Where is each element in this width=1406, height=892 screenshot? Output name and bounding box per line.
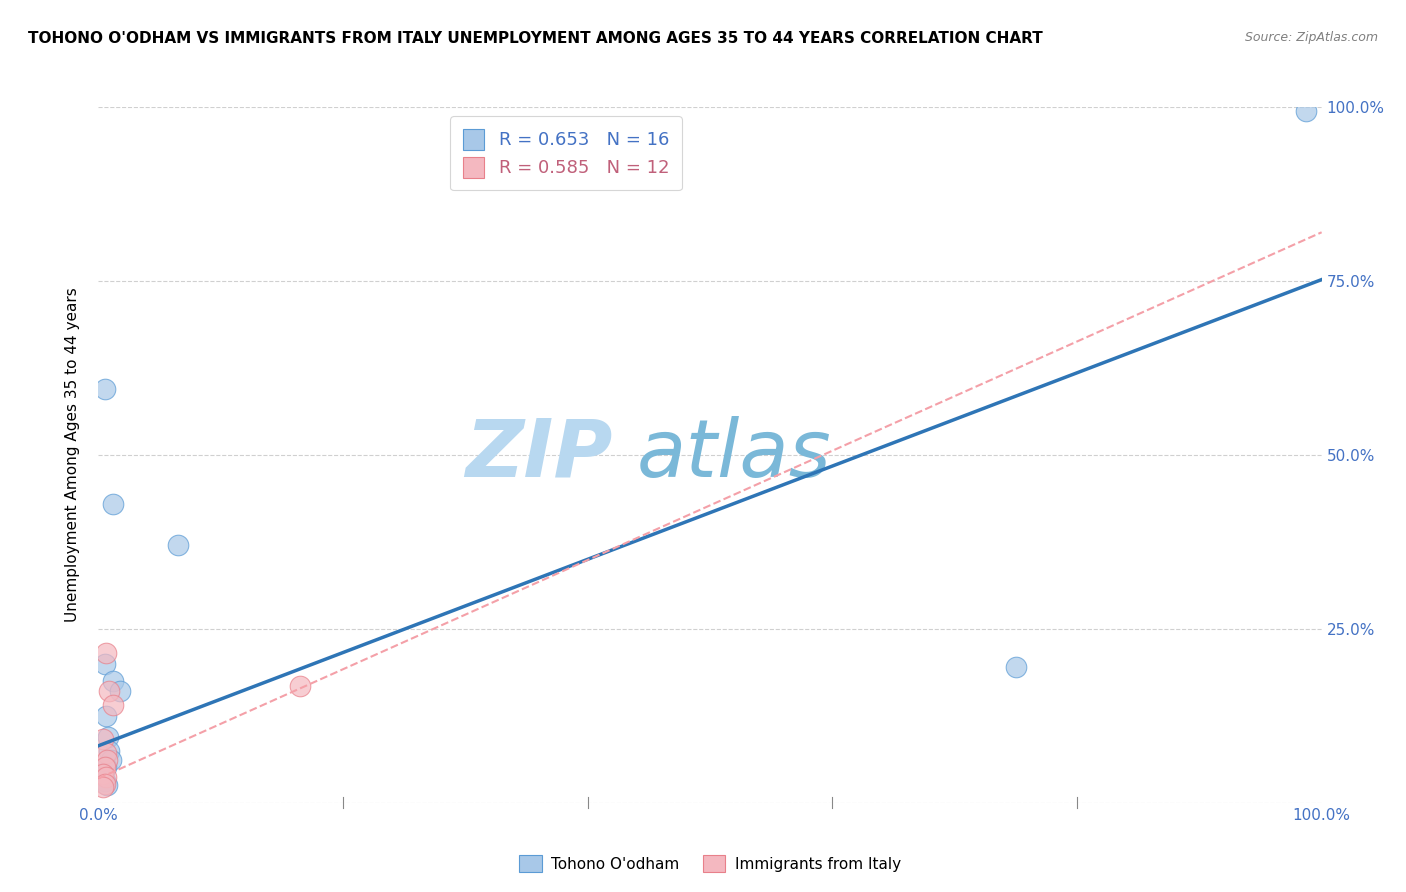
Point <box>96 778 118 792</box>
Point <box>91 766 114 780</box>
Point <box>93 777 115 791</box>
Point <box>93 773 115 788</box>
Point <box>91 766 114 780</box>
Point <box>94 770 117 784</box>
Point <box>97 730 120 744</box>
Text: atlas: atlas <box>637 416 831 494</box>
Legend: Tohono O'odham, Immigrants from Italy: Tohono O'odham, Immigrants from Italy <box>513 848 907 879</box>
Point <box>94 759 117 773</box>
Point <box>98 684 121 698</box>
Point <box>290 679 312 693</box>
Point <box>101 497 124 511</box>
Point <box>110 684 132 698</box>
Point <box>94 746 117 760</box>
Point <box>98 744 121 758</box>
Point <box>93 657 115 671</box>
Point <box>101 674 124 689</box>
Point <box>1295 103 1317 118</box>
Point <box>93 382 115 396</box>
Point <box>1004 660 1026 674</box>
Point <box>100 753 122 767</box>
Point <box>101 698 124 713</box>
Point <box>96 753 118 767</box>
Text: ZIP: ZIP <box>465 416 612 494</box>
Text: TOHONO O'ODHAM VS IMMIGRANTS FROM ITALY UNEMPLOYMENT AMONG AGES 35 TO 44 YEARS C: TOHONO O'ODHAM VS IMMIGRANTS FROM ITALY … <box>28 31 1043 46</box>
Point <box>94 646 117 660</box>
Point <box>91 731 114 746</box>
Point <box>94 708 117 723</box>
Point <box>91 780 114 795</box>
Point <box>167 538 190 552</box>
Point <box>93 759 115 773</box>
Y-axis label: Unemployment Among Ages 35 to 44 years: Unemployment Among Ages 35 to 44 years <box>65 287 80 623</box>
Text: Source: ZipAtlas.com: Source: ZipAtlas.com <box>1244 31 1378 45</box>
